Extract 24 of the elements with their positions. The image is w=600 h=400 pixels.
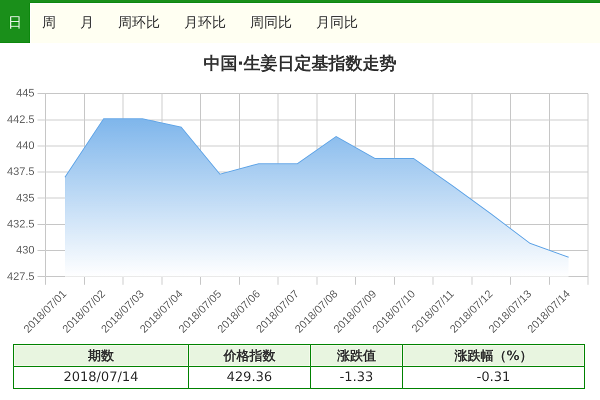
text: 期数 xyxy=(14,344,188,366)
text: 月同比 xyxy=(315,14,359,33)
text: 月环比 xyxy=(183,14,227,33)
text: 2018/07/14 xyxy=(14,366,188,388)
y-tick-label: 442.5 xyxy=(6,114,35,126)
y-tick-label: 440 xyxy=(16,140,35,152)
text: 周 xyxy=(41,14,57,33)
text: 周同比 xyxy=(249,14,293,33)
text: 周环比 xyxy=(117,14,161,33)
y-tick-label: 435 xyxy=(16,192,35,204)
chart-title: 中国·生姜日定基指数走势 xyxy=(202,52,398,75)
text: 价格指数 xyxy=(188,344,310,366)
y-tick-label: 437.5 xyxy=(6,166,35,178)
text: -0.31 xyxy=(402,366,584,388)
text: 月 xyxy=(79,14,95,33)
text: -1.33 xyxy=(310,366,402,388)
text: 429.36 xyxy=(188,366,310,388)
y-tick-label: 427.5 xyxy=(6,270,35,283)
y-tick-label: 432.5 xyxy=(6,218,35,230)
text: 涨跌值 xyxy=(310,344,402,366)
y-tick-label: 430 xyxy=(16,244,35,257)
text: 涨跌幅（%） xyxy=(402,344,584,366)
y-tick-label: 445 xyxy=(16,88,35,100)
text: 日 xyxy=(0,3,30,43)
